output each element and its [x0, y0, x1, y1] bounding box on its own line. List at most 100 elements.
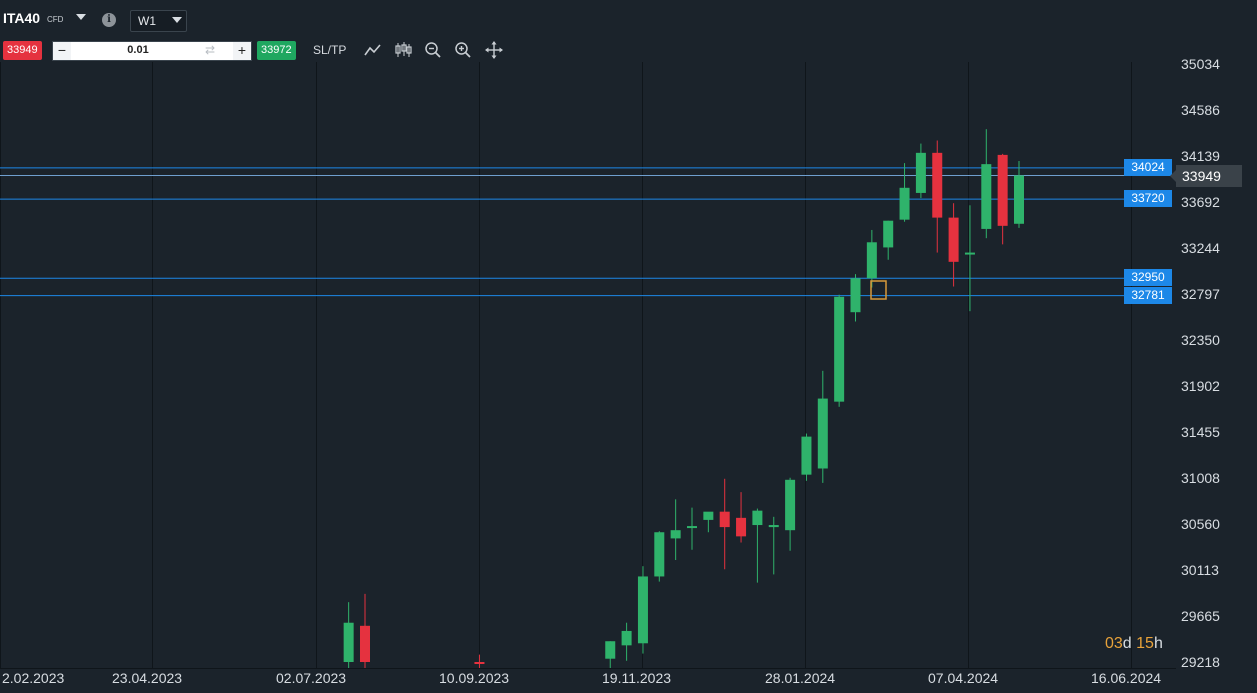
- timeframe-select[interactable]: W1: [130, 10, 187, 32]
- x-tick-label: 19.11.2023: [602, 670, 672, 686]
- sltp-button[interactable]: SL/TP: [313, 43, 347, 57]
- grid-lines: [0, 62, 1176, 669]
- y-tick-label: 30560: [1181, 516, 1220, 533]
- candle-body: [752, 510, 763, 526]
- candle-body: [360, 625, 370, 662]
- candle-body: [915, 152, 926, 193]
- candle-body: [801, 436, 812, 475]
- candlestick-icon[interactable]: [393, 40, 413, 60]
- candle: [360, 593, 370, 668]
- candle-body: [932, 152, 943, 218]
- candle-body: [768, 525, 779, 528]
- candle: [670, 499, 681, 561]
- candle: [768, 516, 779, 575]
- candle-body: [687, 526, 697, 529]
- symbol-dropdown-icon[interactable]: [76, 14, 86, 20]
- y-tick-label: 31455: [1181, 423, 1220, 440]
- y-tick-label: 33692: [1181, 193, 1220, 210]
- quantity-input[interactable]: 0.01: [127, 44, 149, 56]
- candle-body: [948, 217, 959, 262]
- y-tick-label: 32350: [1181, 331, 1220, 348]
- swap-icon[interactable]: ⇄: [205, 43, 216, 57]
- candle: [997, 153, 1008, 245]
- symbol-type: CFD: [47, 15, 64, 24]
- candle: [785, 477, 796, 551]
- level-tag[interactable]: 33720: [1124, 190, 1172, 208]
- level-tag[interactable]: 34024: [1124, 158, 1172, 176]
- candles: [343, 129, 1024, 668]
- x-tick-label: 28.01.2024: [765, 670, 836, 686]
- candle: [817, 370, 828, 483]
- y-tick-label: 29218: [1181, 654, 1220, 670]
- level-tag[interactable]: 32781: [1124, 286, 1172, 304]
- y-tick-label: 31008: [1181, 469, 1220, 486]
- line-chart-icon[interactable]: [363, 40, 383, 60]
- y-tick-label: 32797: [1181, 286, 1220, 302]
- x-tick-label: 10.09.2023: [439, 670, 510, 686]
- candle: [605, 641, 616, 668]
- candle: [801, 433, 812, 481]
- candle: [719, 478, 730, 570]
- trade-bar: 33949 − 0.01 ⇄ + 33972 SL/TP: [0, 40, 520, 62]
- candle-body: [997, 154, 1008, 226]
- info-icon[interactable]: i: [102, 13, 116, 27]
- candle: [981, 129, 992, 239]
- y-tick-label: 34139: [1181, 148, 1220, 165]
- y-tick-label: 35034: [1181, 56, 1220, 72]
- y-tick-label: 29665: [1181, 608, 1220, 625]
- y-tick-label: 31902: [1181, 378, 1220, 395]
- candle-body: [736, 517, 747, 537]
- candle: [343, 602, 354, 668]
- candle-body: [703, 511, 714, 520]
- top-toolbar: ITA40 CFD i W1: [0, 0, 520, 40]
- current-price-tag: 33949: [1170, 164, 1242, 187]
- x-tick-label: 07.04.2024: [928, 670, 999, 686]
- x-tick-label: 23.04.2023: [112, 670, 183, 686]
- y-tick-label: 34586: [1181, 102, 1220, 119]
- y-tick-label: 33244: [1181, 240, 1220, 257]
- candle-body: [343, 622, 354, 662]
- candle: [637, 566, 648, 654]
- buy-price-button[interactable]: 33972: [257, 41, 296, 60]
- zoom-in-icon[interactable]: [453, 40, 473, 60]
- move-icon[interactable]: [484, 40, 504, 60]
- candle: [1014, 161, 1024, 228]
- candle: [703, 511, 714, 533]
- candle-body: [817, 398, 828, 469]
- zoom-out-icon[interactable]: [423, 40, 443, 60]
- candle-body: [834, 296, 845, 402]
- candle: [899, 163, 910, 222]
- decrease-quantity-button[interactable]: −: [53, 42, 71, 60]
- candle: [752, 508, 763, 583]
- symbol-name[interactable]: ITA40: [3, 10, 41, 26]
- x-tick-label: 2.02.2023: [2, 670, 65, 686]
- candle-body: [637, 576, 648, 644]
- timeframe-dropdown-icon: [172, 17, 182, 23]
- selected-candle-marker: [870, 280, 887, 300]
- level-tag[interactable]: 32950: [1124, 269, 1172, 287]
- candle-body: [899, 187, 910, 220]
- candle: [964, 205, 975, 312]
- candle: [883, 220, 894, 260]
- candle: [948, 203, 959, 287]
- candle-body: [605, 641, 616, 659]
- candle-body: [1014, 175, 1024, 224]
- candle: [834, 294, 845, 407]
- sell-price: 33949: [7, 44, 38, 56]
- candle-body: [850, 278, 861, 313]
- increase-quantity-button[interactable]: +: [233, 42, 251, 60]
- candle-body: [785, 479, 796, 531]
- y-tick-label: 30113: [1181, 561, 1219, 578]
- candle: [474, 654, 485, 668]
- bar-countdown: 03d 15h: [1105, 635, 1163, 652]
- candle: [736, 492, 747, 543]
- candle-body: [883, 220, 894, 248]
- candle: [866, 229, 877, 288]
- candle-body: [719, 511, 730, 528]
- candle-body: [621, 630, 632, 646]
- candle-body: [474, 662, 485, 664]
- candle: [654, 531, 665, 582]
- candle: [932, 140, 943, 253]
- sell-price-button[interactable]: 33949: [3, 41, 42, 60]
